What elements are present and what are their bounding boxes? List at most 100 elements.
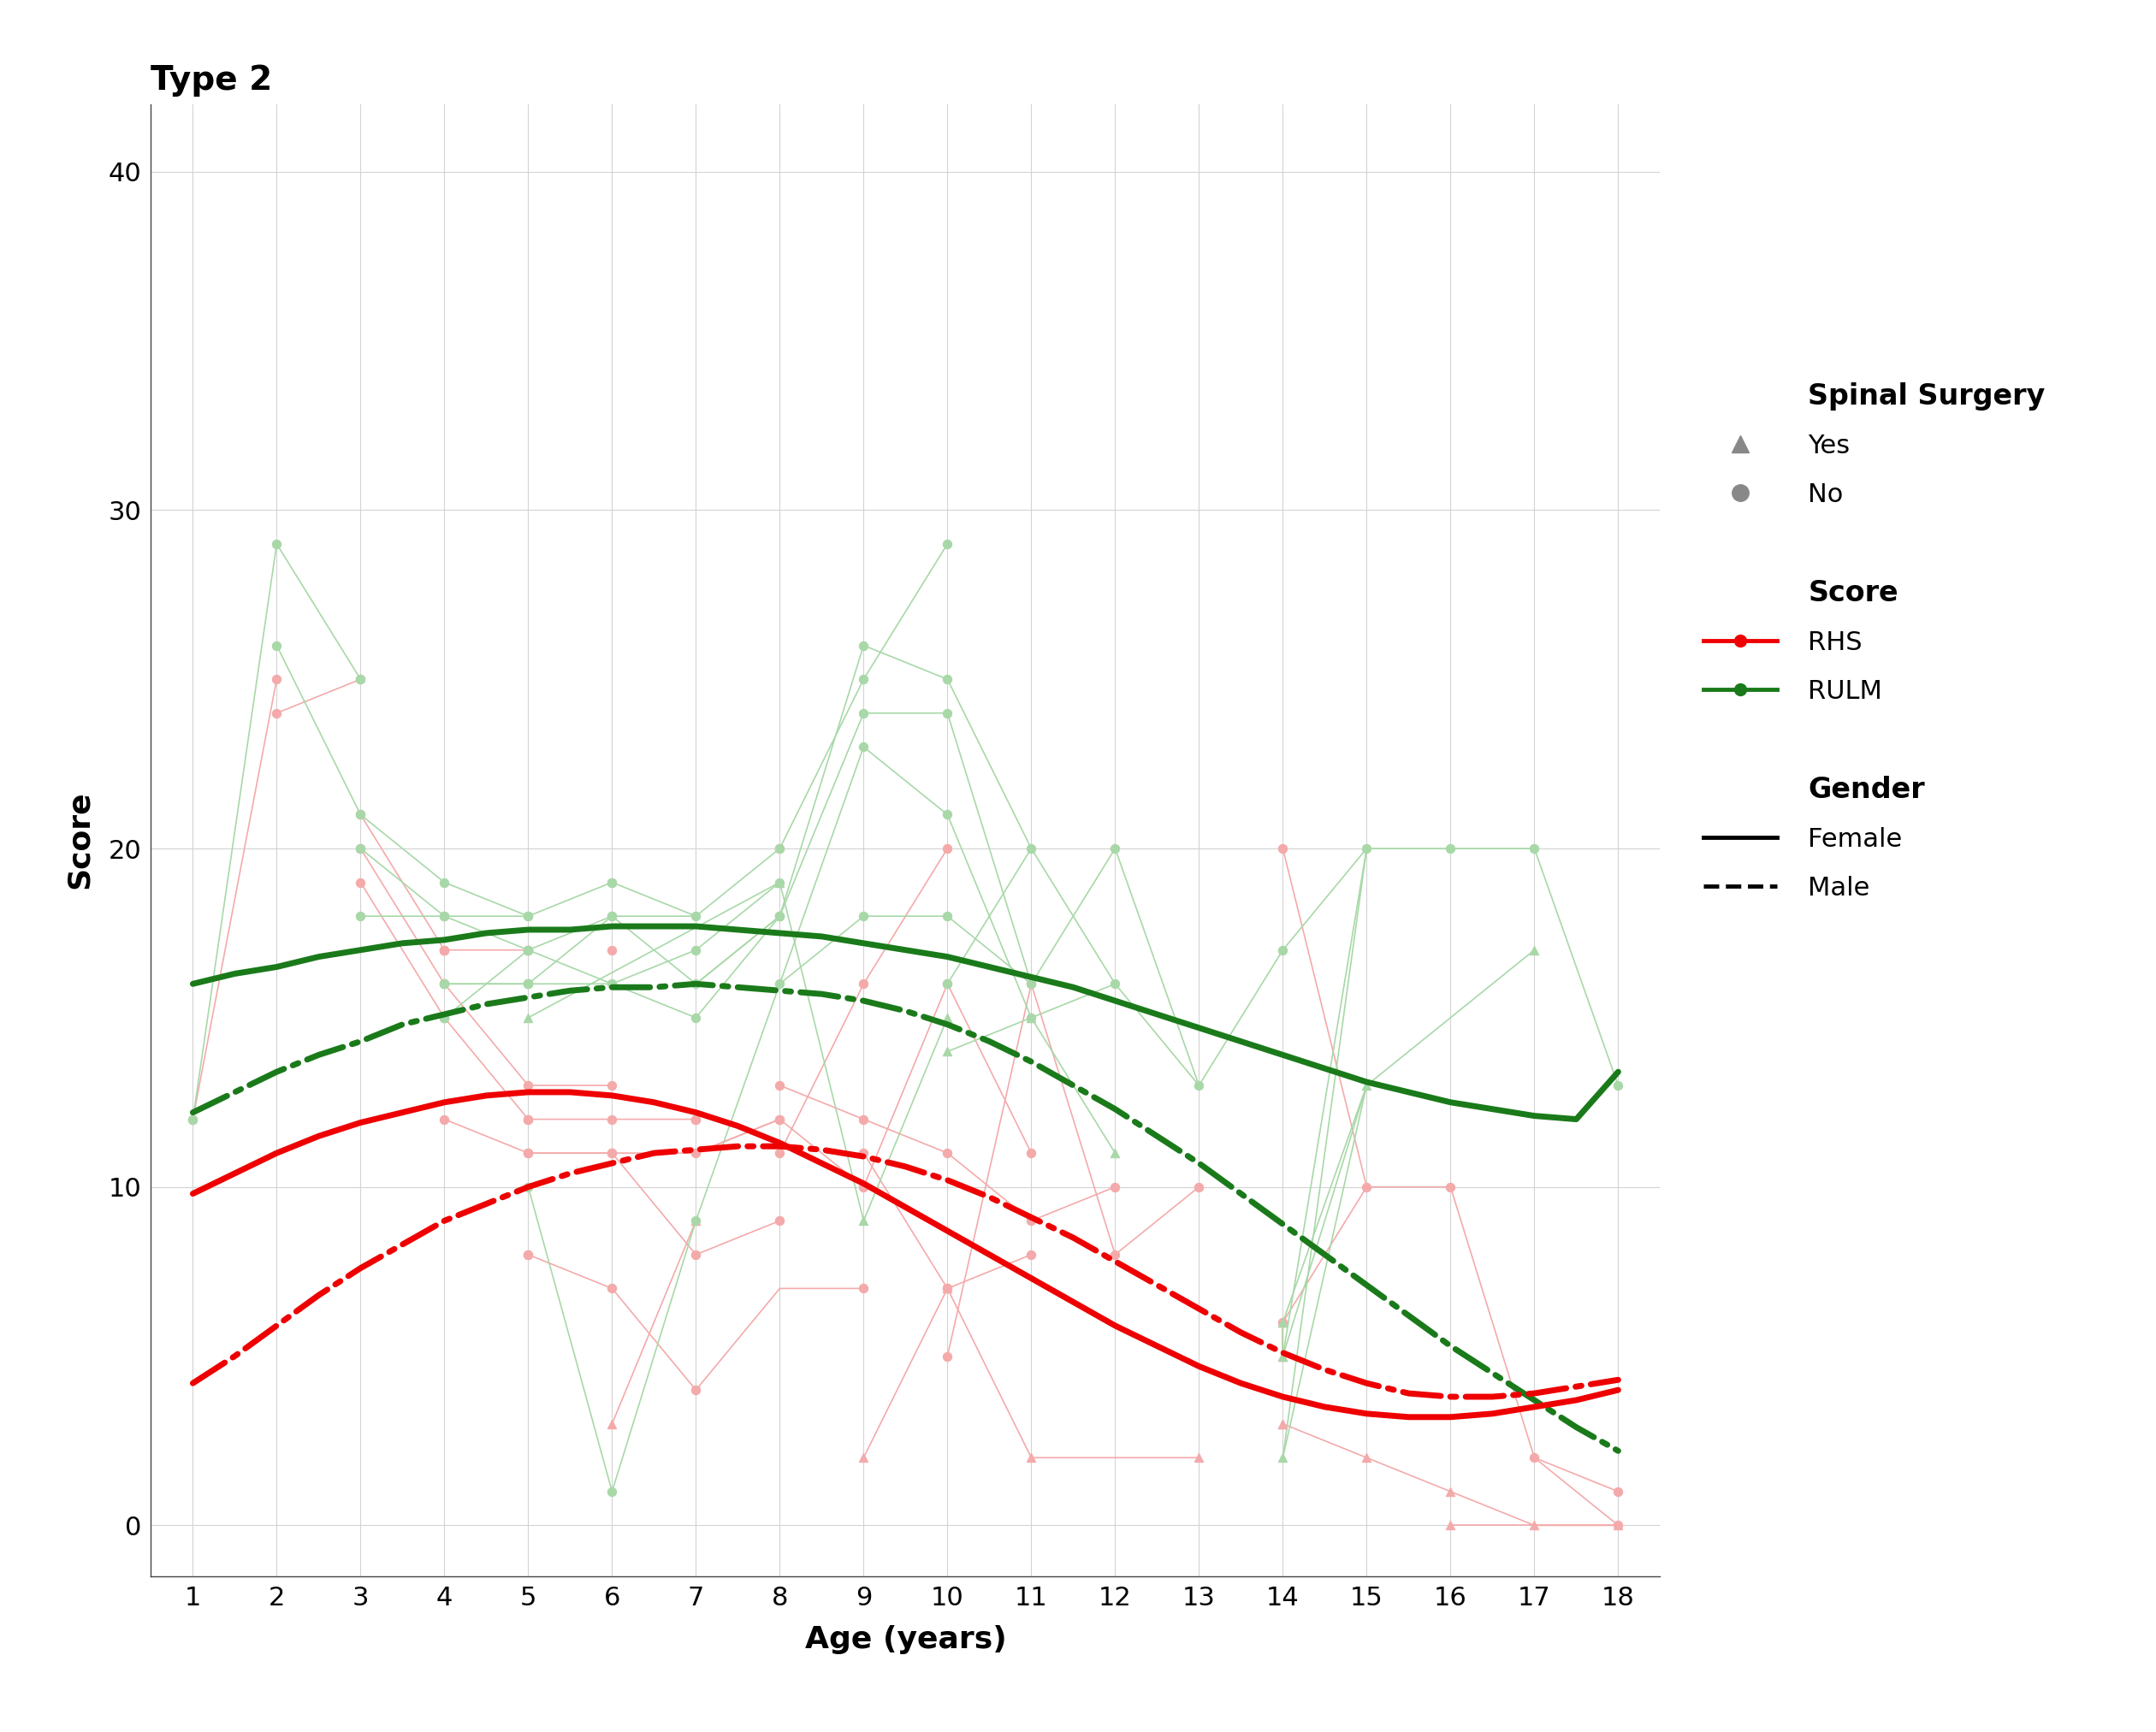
Point <box>511 902 545 930</box>
Point <box>595 868 630 895</box>
Point <box>595 937 630 965</box>
Point <box>847 1207 882 1235</box>
Point <box>1350 1444 1384 1472</box>
Point <box>1013 1005 1048 1032</box>
Point <box>1518 937 1552 965</box>
Point <box>511 1240 545 1268</box>
Point <box>343 835 377 863</box>
Point <box>1266 1410 1300 1438</box>
Point <box>763 835 798 863</box>
Legend: Spinal Surgery, Yes, No,  , Score, RHS, RULM,  , Gender, Female, Male: Spinal Surgery, Yes, No, , Score, RHS, R… <box>1703 383 2046 901</box>
Point <box>511 937 545 965</box>
Text: Type 2: Type 2 <box>151 64 272 97</box>
Point <box>1013 970 1048 998</box>
Point <box>847 733 882 760</box>
Point <box>763 902 798 930</box>
Point <box>343 665 377 693</box>
Point <box>427 937 461 965</box>
Point <box>427 970 461 998</box>
Point <box>1097 835 1132 863</box>
Point <box>1013 1207 1048 1235</box>
Point <box>679 1377 714 1405</box>
Point <box>595 1275 630 1302</box>
Point <box>763 970 798 998</box>
Point <box>1434 1173 1468 1200</box>
Point <box>427 868 461 895</box>
Point <box>1602 1477 1636 1505</box>
Point <box>595 1072 630 1100</box>
Point <box>1013 1444 1048 1472</box>
Point <box>847 970 882 998</box>
Point <box>511 1105 545 1133</box>
Point <box>511 970 545 998</box>
Point <box>343 835 377 863</box>
Point <box>1434 835 1468 863</box>
Point <box>679 970 714 998</box>
Point <box>511 1140 545 1167</box>
Point <box>1266 1342 1300 1370</box>
Point <box>1013 1240 1048 1268</box>
Point <box>763 1105 798 1133</box>
Point <box>343 902 377 930</box>
Point <box>929 1037 964 1065</box>
Point <box>679 1105 714 1133</box>
Point <box>511 1105 545 1133</box>
Point <box>679 1105 714 1133</box>
Point <box>511 937 545 965</box>
Point <box>595 1477 630 1505</box>
Point <box>763 1207 798 1235</box>
Point <box>929 1342 964 1370</box>
Point <box>511 970 545 998</box>
Point <box>929 1005 964 1032</box>
Point <box>1350 1072 1384 1100</box>
Point <box>1266 1342 1300 1370</box>
Point <box>929 800 964 828</box>
Point <box>929 1140 964 1167</box>
Point <box>511 937 545 965</box>
Point <box>847 1105 882 1133</box>
Point <box>847 1275 882 1302</box>
Point <box>595 1410 630 1438</box>
Point <box>511 1240 545 1268</box>
Point <box>679 937 714 965</box>
Point <box>1266 1308 1300 1335</box>
Point <box>763 868 798 895</box>
Point <box>1013 1140 1048 1167</box>
Point <box>427 902 461 930</box>
Point <box>1097 1140 1132 1167</box>
Point <box>1350 835 1384 863</box>
Point <box>763 1072 798 1100</box>
Point <box>343 800 377 828</box>
Point <box>847 902 882 930</box>
Point <box>679 1005 714 1032</box>
Point <box>1434 1512 1468 1540</box>
Point <box>847 1444 882 1472</box>
Point <box>1518 1512 1552 1540</box>
Point <box>1434 1477 1468 1505</box>
Point <box>847 700 882 727</box>
Y-axis label: Score: Score <box>65 792 95 889</box>
Point <box>847 665 882 693</box>
Point <box>1181 1173 1216 1200</box>
Point <box>1266 1444 1300 1472</box>
X-axis label: Age (years): Age (years) <box>804 1625 1007 1654</box>
Point <box>1266 1308 1300 1335</box>
Point <box>511 1173 545 1200</box>
Point <box>595 1140 630 1167</box>
Point <box>1013 835 1048 863</box>
Point <box>929 1275 964 1302</box>
Point <box>1097 970 1132 998</box>
Point <box>679 902 714 930</box>
Point <box>175 1105 209 1133</box>
Point <box>595 902 630 930</box>
Point <box>511 1072 545 1100</box>
Point <box>427 937 461 965</box>
Point <box>1013 970 1048 998</box>
Point <box>1602 1512 1636 1540</box>
Point <box>427 1105 461 1133</box>
Point <box>511 1140 545 1167</box>
Point <box>1266 937 1300 965</box>
Point <box>427 1005 461 1032</box>
Point <box>929 970 964 998</box>
Point <box>1097 1240 1132 1268</box>
